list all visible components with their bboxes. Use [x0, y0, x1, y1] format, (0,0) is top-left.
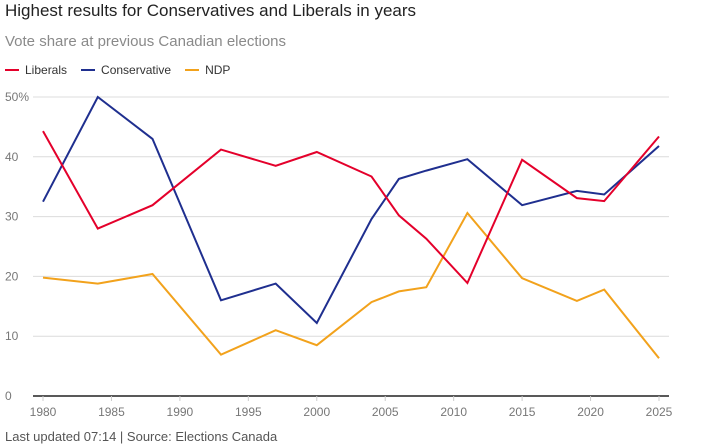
y-axis-ticks: 0 10 20 30 40 50%: [5, 90, 29, 403]
y-tick-label: 40: [5, 150, 19, 164]
y-tick-label: 30: [5, 210, 19, 224]
legend: Liberals Conservative NDP: [5, 63, 244, 77]
legend-item-liberals: Liberals: [5, 63, 67, 77]
legend-label-conservative: Conservative: [101, 63, 172, 77]
footer-source: Last updated 07:14 | Source: Elections C…: [5, 429, 278, 444]
y-tick-label: 50%: [5, 90, 29, 104]
x-tick-label: 2010: [440, 405, 467, 419]
legend-swatch-conservative: [81, 69, 96, 71]
series-line-liberals: [42, 130, 660, 285]
legend-swatch-ndp: [185, 69, 200, 71]
x-axis-ticks: 1980 1985 1990 1995 2000 2005 2010 2015 2020 2025: [30, 396, 673, 419]
x-tick-label: 1985: [98, 405, 125, 419]
y-tick-label: 10: [5, 329, 19, 343]
x-tick-label: 1990: [167, 405, 194, 419]
gridlines: [33, 96, 669, 397]
x-tick-label: 2015: [509, 405, 536, 419]
legend-swatch-liberals: [5, 69, 19, 71]
legend-item-conservative: Conservative: [81, 63, 171, 77]
y-tick-label: 20: [5, 269, 19, 283]
chart-subtitle: Vote share at previous Canadian election…: [5, 33, 287, 50]
series-lines: [42, 95, 660, 359]
x-tick-label: 2025: [646, 405, 673, 419]
legend-item-ndp: NDP: [185, 63, 230, 77]
legend-label-liberals: Liberals: [25, 63, 68, 77]
series-line-ndp: [42, 211, 660, 359]
x-tick-label: 1980: [30, 405, 57, 419]
series-line-conservative: [42, 95, 660, 325]
chart-title: Highest results for Conservatives and Li…: [5, 1, 417, 20]
y-tick-label: 0: [5, 389, 12, 403]
x-tick-label: 2005: [372, 405, 399, 419]
x-tick-label: 2000: [303, 405, 330, 419]
x-tick-label: 1995: [235, 405, 262, 419]
x-tick-label: 2020: [577, 405, 604, 419]
legend-label-ndp: NDP: [205, 63, 231, 77]
